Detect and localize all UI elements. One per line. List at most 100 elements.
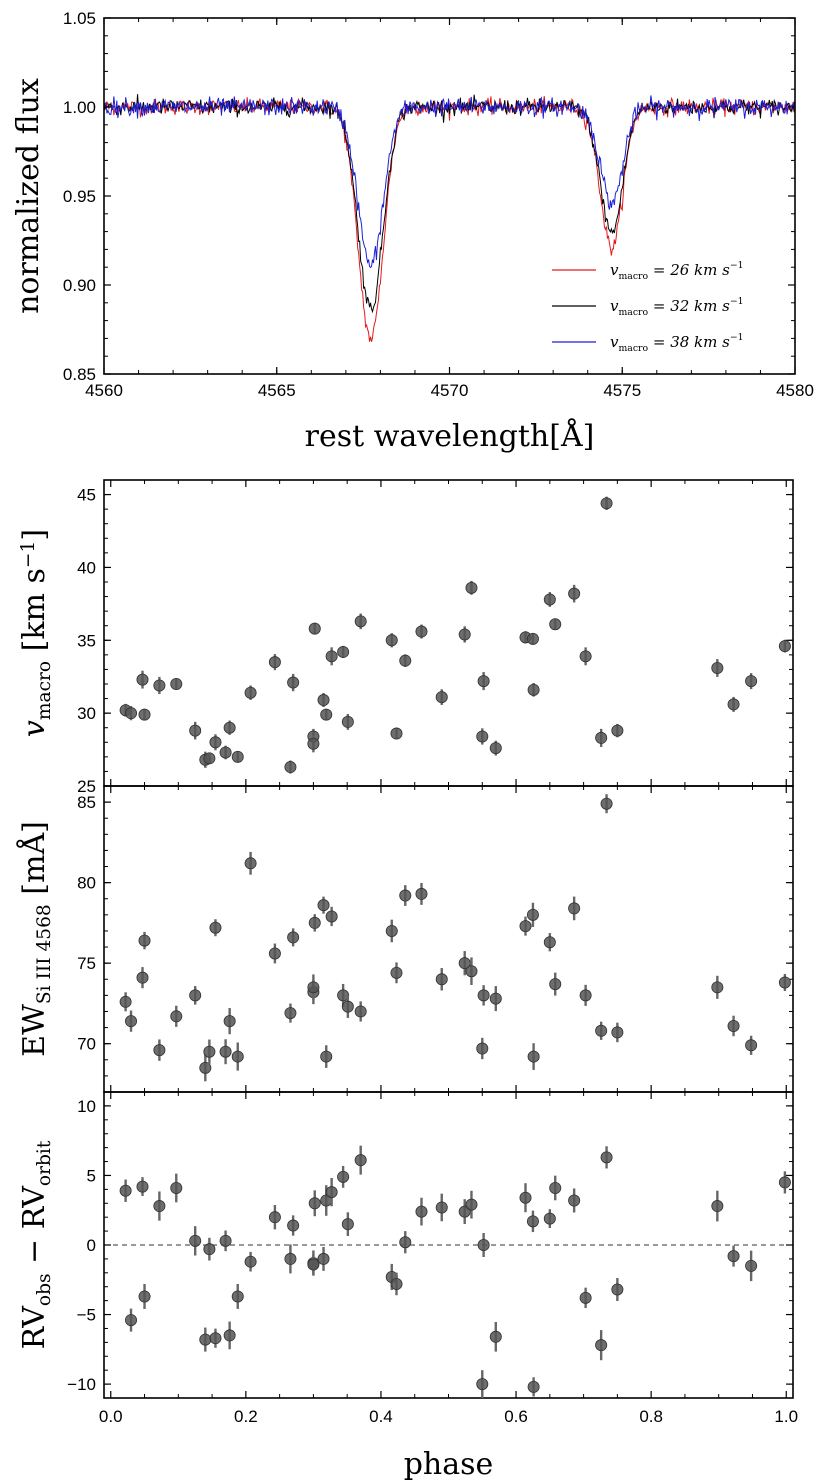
data-point	[138, 934, 151, 947]
data-point	[223, 721, 236, 734]
y-tick-label: 75	[77, 954, 96, 973]
vmacro-panel: 25 30 35 40 45 vmacro [km s−1]	[17, 479, 794, 796]
y-tick-label: 30	[77, 704, 96, 723]
y-tick-label: 45	[77, 486, 96, 505]
spectrum-series-2	[104, 95, 795, 269]
data-point	[390, 966, 403, 979]
data-point	[317, 899, 330, 912]
data-point	[527, 1050, 540, 1063]
y-tick-label: 10	[77, 1097, 96, 1116]
data-point	[543, 1212, 556, 1225]
y-tick-label: 80	[77, 874, 96, 893]
legend-label-0: vmacro = 26 km s−1	[610, 260, 744, 282]
data-point	[579, 989, 592, 1002]
data-point	[320, 1050, 333, 1063]
data-point	[385, 924, 398, 937]
x-tick-label: 0.2	[234, 1407, 258, 1426]
x-axis-title: rest wavelength[Å]	[305, 418, 595, 454]
data-point	[170, 1010, 183, 1023]
data-point	[209, 1332, 222, 1345]
data-point	[287, 676, 300, 689]
data-point	[519, 920, 532, 933]
y-tick-label: 1.05	[63, 9, 96, 28]
y-axis-title: EWSi III 4568 [mÅ]	[16, 821, 55, 1057]
data-point	[595, 1339, 608, 1352]
data-point	[611, 1026, 624, 1039]
data-point	[727, 1019, 740, 1032]
data-points	[119, 794, 791, 1082]
x-tick-label: 0.4	[369, 1407, 393, 1426]
data-point	[219, 1045, 232, 1058]
data-point	[526, 908, 539, 921]
data-point	[341, 715, 354, 728]
data-point	[199, 1333, 212, 1346]
y-tick-label: 0	[87, 1236, 96, 1255]
y-tick-label: 25	[77, 777, 96, 796]
y-tick-label: 40	[77, 558, 96, 577]
data-point	[119, 1184, 132, 1197]
data-point	[579, 1291, 592, 1304]
data-point	[203, 752, 216, 765]
x-tick-label: 0.0	[99, 1407, 123, 1426]
y-tick-label: 0.85	[63, 365, 96, 384]
ew-panel: 70 75 80 85 EWSi III 4568 [mÅ]	[16, 785, 794, 1093]
data-point	[284, 1007, 297, 1020]
data-point	[727, 1250, 740, 1263]
data-point	[170, 1181, 183, 1194]
data-point	[415, 1205, 428, 1218]
data-point	[337, 645, 350, 658]
y-axis-title: normalized flux	[11, 78, 46, 314]
data-point	[568, 1194, 581, 1207]
data-point	[325, 650, 338, 663]
data-point	[568, 587, 581, 600]
data-point	[745, 675, 758, 688]
data-point	[711, 661, 724, 674]
data-point	[119, 995, 132, 1008]
data-point	[308, 622, 321, 635]
data-point	[465, 1198, 478, 1211]
data-point	[219, 746, 232, 759]
data-point	[189, 724, 202, 737]
data-point	[341, 1218, 354, 1231]
data-point	[354, 1005, 367, 1018]
data-point	[153, 1200, 166, 1213]
data-point	[136, 673, 149, 686]
data-point	[307, 981, 320, 994]
data-point	[611, 724, 624, 737]
data-point	[307, 1258, 320, 1271]
data-point	[600, 1151, 613, 1164]
data-point	[136, 1180, 149, 1193]
data-points	[119, 496, 791, 774]
x-tick-label: 1.0	[774, 1407, 798, 1426]
y-tick-label: 0.95	[63, 187, 96, 206]
y-tick-label: −10	[67, 1375, 96, 1394]
data-point	[231, 750, 244, 763]
data-point	[600, 497, 613, 510]
data-point	[549, 978, 562, 991]
data-point	[543, 936, 556, 949]
data-point	[223, 1015, 236, 1028]
data-point	[341, 1000, 354, 1013]
data-point	[745, 1039, 758, 1052]
x-tick-label: 4580	[776, 381, 814, 400]
data-point	[476, 730, 489, 743]
data-point	[477, 675, 490, 688]
data-point	[549, 618, 562, 631]
data-point	[209, 736, 222, 749]
data-point	[268, 1211, 281, 1224]
data-point	[354, 615, 367, 628]
data-point	[778, 1176, 791, 1189]
data-point	[526, 632, 539, 645]
x-tick-label: 4560	[85, 381, 123, 400]
data-point	[320, 708, 333, 721]
data-point	[600, 797, 613, 810]
data-point	[337, 1170, 350, 1183]
y-tick-label: 70	[77, 1035, 96, 1054]
data-point	[579, 650, 592, 663]
plot-frame	[103, 479, 794, 787]
y-tick-label: 0.90	[63, 276, 96, 295]
data-point	[465, 965, 478, 978]
data-point	[489, 1330, 502, 1343]
data-point	[399, 654, 412, 667]
